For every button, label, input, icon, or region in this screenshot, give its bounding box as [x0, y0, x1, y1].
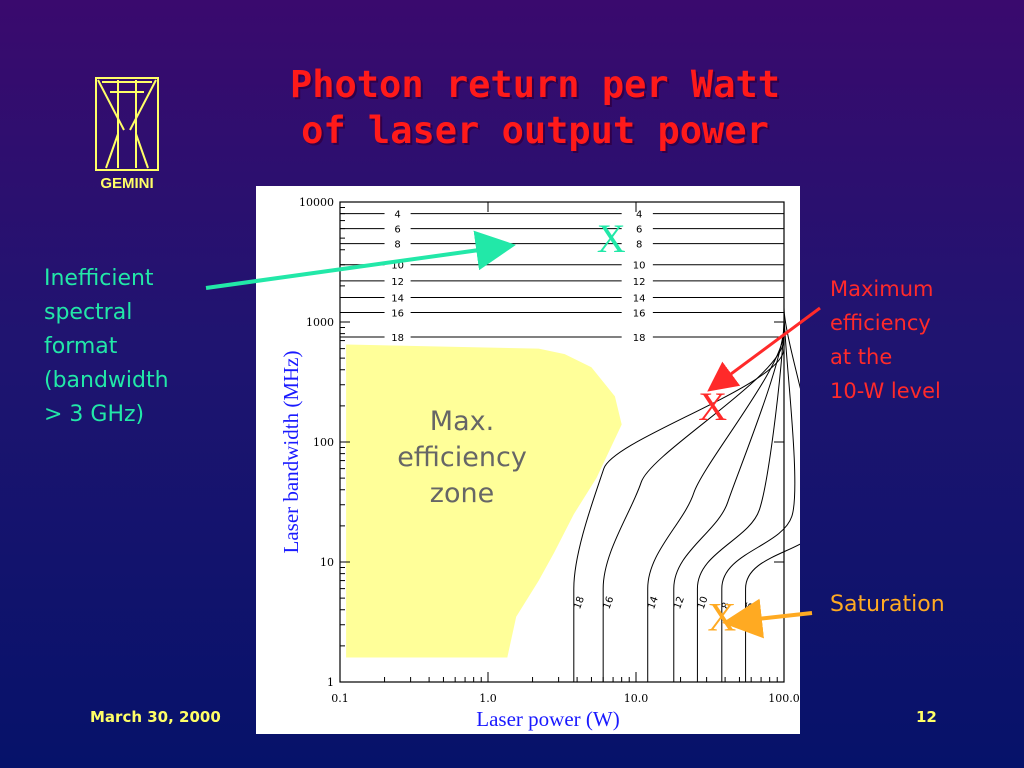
max-efficiency-zone: [346, 344, 622, 658]
contour-label-6: 6: [394, 225, 400, 236]
title-line-1: Photon return per Watt: [289, 63, 781, 106]
x-tick-label: 1.0: [479, 692, 497, 705]
marker-x-1: X: [597, 216, 626, 261]
gemini-logo-icon: GEMINI: [95, 77, 159, 192]
contour-label-16: 16: [391, 308, 404, 319]
marker-x-2: X: [698, 384, 727, 429]
contour-curve-label-12: 12: [672, 595, 687, 611]
y-tick-label: 100: [313, 436, 334, 449]
x-tick-label: 100.0: [768, 692, 800, 705]
y-axis-label: Laser bandwidth (MHz): [279, 351, 303, 554]
callout-maximum: Maximum efficiency at the 10-W level: [830, 272, 941, 408]
slide-title: Photon return per Watt of laser output p…: [230, 62, 840, 154]
x-tick-label: 10.0: [624, 692, 649, 705]
callout-inefficient-line-5: > 3 GHz): [44, 402, 145, 427]
contour-label-right-6: 6: [636, 225, 642, 236]
callout-maximum-line-4: 10-W level: [830, 379, 941, 403]
contour-label-right-12: 12: [633, 277, 646, 288]
zone-label-line-1: Max.: [430, 406, 494, 437]
contour-label-14: 14: [391, 294, 404, 305]
footer-date: March 30, 2000: [90, 708, 221, 726]
callout-inefficient-line-3: format: [44, 334, 118, 359]
contour-label-8: 8: [394, 240, 400, 251]
callout-inefficient: Inefficient spectral format (bandwidth >…: [44, 262, 169, 432]
contour-label-right-14: 14: [633, 294, 646, 305]
y-tick-label: 10000: [299, 196, 334, 209]
callout-inefficient-line-4: (bandwidth: [44, 368, 169, 393]
contour-curve-16: [602, 339, 785, 682]
y-tick-label: 1000: [306, 316, 334, 329]
x-axis-label: Laser power (W): [476, 707, 619, 731]
y-tick-label: 1: [327, 676, 334, 689]
callout-inefficient-line-2: spectral: [44, 300, 133, 325]
callout-maximum-line-1: Maximum: [830, 277, 934, 301]
y-tick-label: 10: [320, 556, 334, 569]
contour-label-10: 10: [391, 261, 404, 272]
contour-curve-label-18: 18: [572, 595, 587, 611]
gemini-logo: GEMINI: [88, 72, 168, 194]
contour-curve-label-14: 14: [646, 595, 661, 611]
callout-saturation-line-1: Saturation: [830, 592, 945, 617]
contour-label-right-16: 16: [633, 308, 646, 319]
title-line-2: of laser output power: [301, 109, 769, 152]
contour-label-12: 12: [391, 277, 404, 288]
x-tick-label: 0.1: [331, 692, 349, 705]
plot-panel: 4 4 6 6 8 8 10 10 12 12 14 14 16 16 18 18 18 16 14 12 10 8 6 0.…: [256, 186, 800, 734]
marker-x-3: X: [707, 595, 736, 640]
callout-saturation: Saturation: [830, 588, 945, 622]
page-number: 12: [916, 708, 937, 726]
zone-label-line-2: efficiency: [397, 442, 527, 473]
callout-inefficient-line-1: Inefficient: [44, 266, 154, 291]
contour-curve-label-10: 10: [696, 595, 711, 611]
contour-curve-label-16: 16: [602, 595, 617, 611]
callout-maximum-line-3: at the: [830, 345, 893, 369]
contour-label-4: 4: [394, 210, 400, 221]
zone-label-line-3: zone: [430, 478, 494, 509]
contour-label-18: 18: [391, 333, 404, 344]
contour-label-right-10: 10: [633, 261, 646, 272]
contour-label-right-4: 4: [636, 210, 642, 221]
contour-label-right-18: 18: [633, 333, 646, 344]
contour-label-right-8: 8: [636, 240, 642, 251]
logo-wordmark: GEMINI: [100, 175, 153, 192]
callout-maximum-line-2: efficiency: [830, 311, 931, 335]
